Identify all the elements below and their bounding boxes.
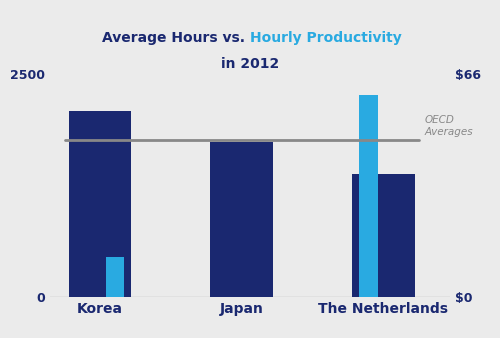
Bar (69, 111, 131, 297)
Bar (210, 142, 273, 297)
Bar (359, 95, 378, 297)
Text: Hourly Productivity: Hourly Productivity (250, 31, 402, 45)
Bar (352, 174, 414, 297)
Text: in 2012: in 2012 (221, 57, 279, 71)
Text: Average Hours vs.: Average Hours vs. (102, 31, 250, 45)
Bar (106, 257, 124, 297)
Text: OECD
Averages: OECD Averages (424, 115, 473, 137)
